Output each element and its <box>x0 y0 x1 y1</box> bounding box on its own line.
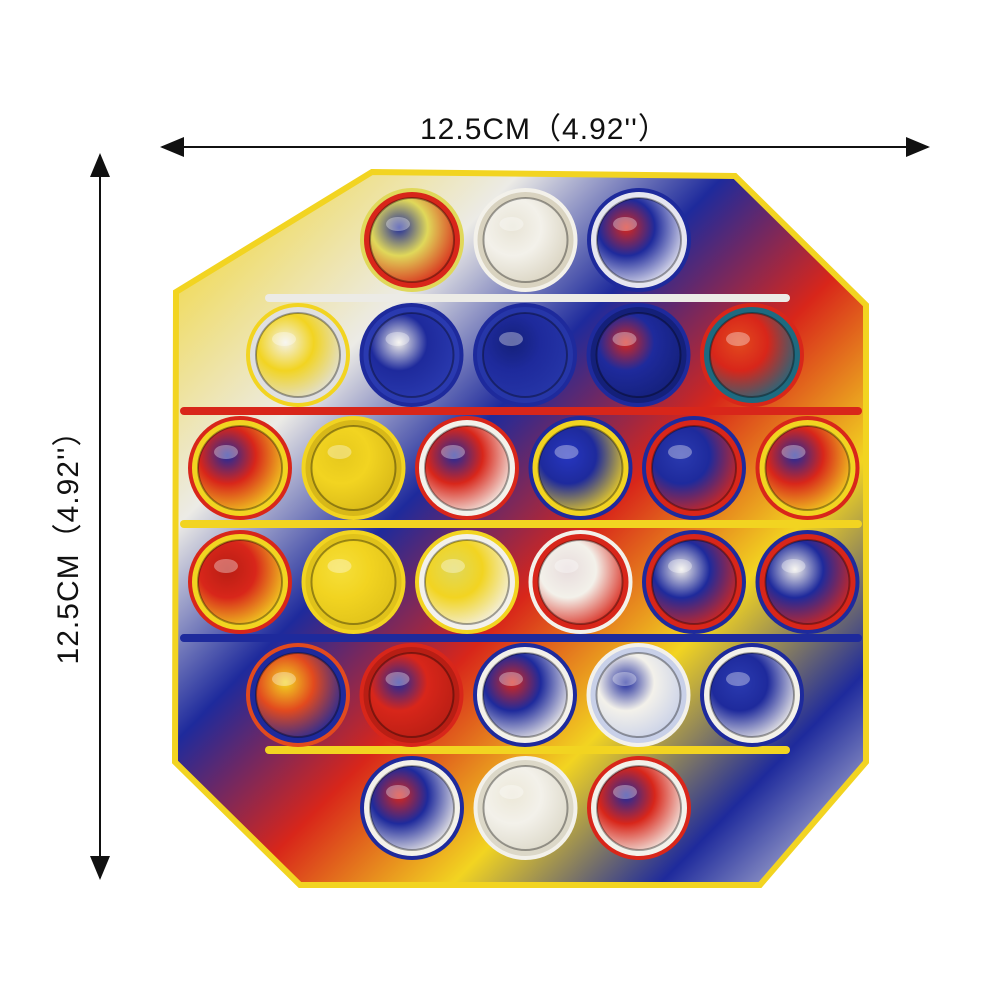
pop-bubble[interactable] <box>359 303 464 407</box>
pop-bubble[interactable] <box>473 188 578 292</box>
pop-bubble[interactable] <box>473 643 577 747</box>
pop-bubble[interactable] <box>415 530 519 634</box>
pop-bubble[interactable] <box>360 756 464 860</box>
width-label: 12.5CM（4.92''） <box>420 113 669 146</box>
row-divider <box>180 634 862 642</box>
pop-bubble[interactable] <box>473 756 578 860</box>
pop-bubble[interactable] <box>528 530 633 634</box>
pop-bubble[interactable] <box>586 303 691 407</box>
pop-it-toy <box>171 168 869 888</box>
pop-bubble[interactable] <box>755 416 860 520</box>
row-divider <box>265 294 790 302</box>
pop-bubble[interactable] <box>188 416 292 520</box>
pop-bubble[interactable] <box>301 416 406 520</box>
pop-bubble[interactable] <box>188 530 292 634</box>
pop-bubble[interactable] <box>587 188 691 292</box>
pop-bubble[interactable] <box>700 303 804 407</box>
pop-bubble[interactable] <box>301 530 406 634</box>
pop-bubble[interactable] <box>642 530 746 634</box>
pop-bubble[interactable] <box>528 416 633 520</box>
height-label: 12.5CM（4.92''） <box>52 415 85 665</box>
pop-bubble[interactable] <box>473 303 577 407</box>
pop-bubble[interactable] <box>586 643 691 747</box>
pop-bubble[interactable] <box>415 416 519 520</box>
row-divider <box>180 407 862 415</box>
pop-bubble[interactable] <box>755 530 860 634</box>
pop-bubble[interactable] <box>359 643 464 747</box>
row-divider <box>265 746 790 754</box>
pop-bubble[interactable] <box>360 188 464 292</box>
pop-bubble[interactable] <box>246 643 350 747</box>
row-divider <box>180 520 862 528</box>
pop-bubble[interactable] <box>587 756 691 860</box>
pop-bubble[interactable] <box>700 643 804 747</box>
pop-bubble[interactable] <box>246 303 350 407</box>
pop-bubble[interactable] <box>642 416 746 520</box>
